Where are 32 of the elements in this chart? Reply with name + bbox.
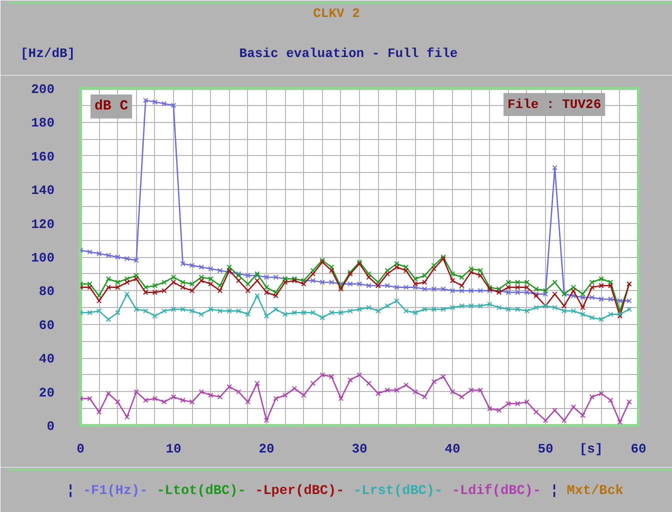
text: -Ltot(dBC)- bbox=[156, 484, 246, 499]
text: ¦ bbox=[66, 484, 75, 499]
text: -Lrst(dBC)- bbox=[354, 484, 443, 499]
y-tick-label: 40 bbox=[38, 352, 55, 367]
y-tick-label: 80 bbox=[38, 284, 55, 300]
y-tick-label: 0 bbox=[46, 419, 55, 434]
y-tick-label: 60 bbox=[38, 318, 55, 333]
x-tick-label: 10 bbox=[166, 442, 182, 456]
y-tick-label: 100 bbox=[31, 250, 55, 266]
y-tick-label: 200 bbox=[31, 82, 55, 97]
chart-title: CLKV 2 bbox=[313, 6, 360, 21]
x-tick-label: 40 bbox=[444, 442, 460, 456]
text: ¦ bbox=[550, 484, 558, 499]
text: Mxt/Bck bbox=[566, 484, 624, 499]
text: -F1(Hz)- bbox=[82, 484, 148, 499]
y-tick-label: 120 bbox=[31, 216, 55, 232]
annotation: File : TUV26 bbox=[508, 97, 602, 112]
y-axis-title: [Hz/dB] bbox=[20, 46, 76, 61]
y-tick-label: 160 bbox=[31, 149, 55, 164]
x-tick-label: 30 bbox=[352, 442, 368, 456]
text: -Lper(dBC)- bbox=[255, 484, 344, 499]
annotation: dB C bbox=[94, 98, 129, 114]
y-tick-label: 140 bbox=[31, 183, 55, 198]
x-axis-title: [s] bbox=[579, 442, 603, 456]
y-tick-label: 20 bbox=[38, 385, 55, 400]
y-tick-label: 180 bbox=[31, 116, 55, 131]
x-tick-label: 20 bbox=[258, 442, 274, 456]
x-tick-label: 50 bbox=[538, 442, 554, 456]
x-tick-label: 0 bbox=[76, 442, 85, 456]
x-tick-label: 60 bbox=[630, 442, 646, 456]
text: -Ldif(dBC)- bbox=[452, 484, 542, 499]
chart-subtitle: Basic evaluation - Full file bbox=[239, 46, 458, 61]
